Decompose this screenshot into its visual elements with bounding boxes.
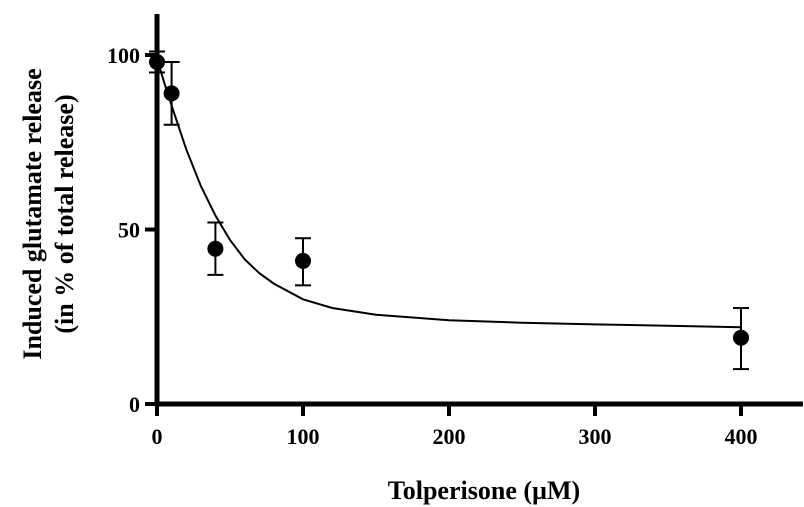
data-point — [733, 329, 749, 346]
x-tick-label: 100 — [287, 424, 320, 449]
fit-curve — [156, 58, 742, 329]
y-tick-label: 0 — [129, 392, 140, 417]
data-point — [149, 53, 165, 70]
y-axis-title-line-1: Induced glutamate release — [18, 68, 47, 359]
y-axis-title: Induced glutamate release (in % of total… — [18, 68, 79, 359]
x-tick-label: 200 — [433, 424, 466, 449]
x-tick-label: 300 — [579, 424, 612, 449]
data-point — [163, 85, 180, 102]
data-point — [207, 240, 224, 257]
data-points — [149, 53, 749, 346]
data-point — [295, 252, 311, 269]
y-axis-title-line-2: (in % of total release) — [50, 94, 79, 333]
x-axis-title: Tolperisone (µM) — [388, 476, 580, 505]
y-tick-label: 100 — [107, 43, 140, 68]
x-tick-label: 0 — [152, 424, 163, 449]
y-tick-label: 50 — [118, 218, 140, 243]
y-axis: 0 50 100 — [107, 14, 160, 417]
x-axis: 0 100 200 300 400 — [152, 401, 803, 449]
x-tick-label: 400 — [725, 424, 758, 449]
error-bars — [149, 50, 749, 371]
